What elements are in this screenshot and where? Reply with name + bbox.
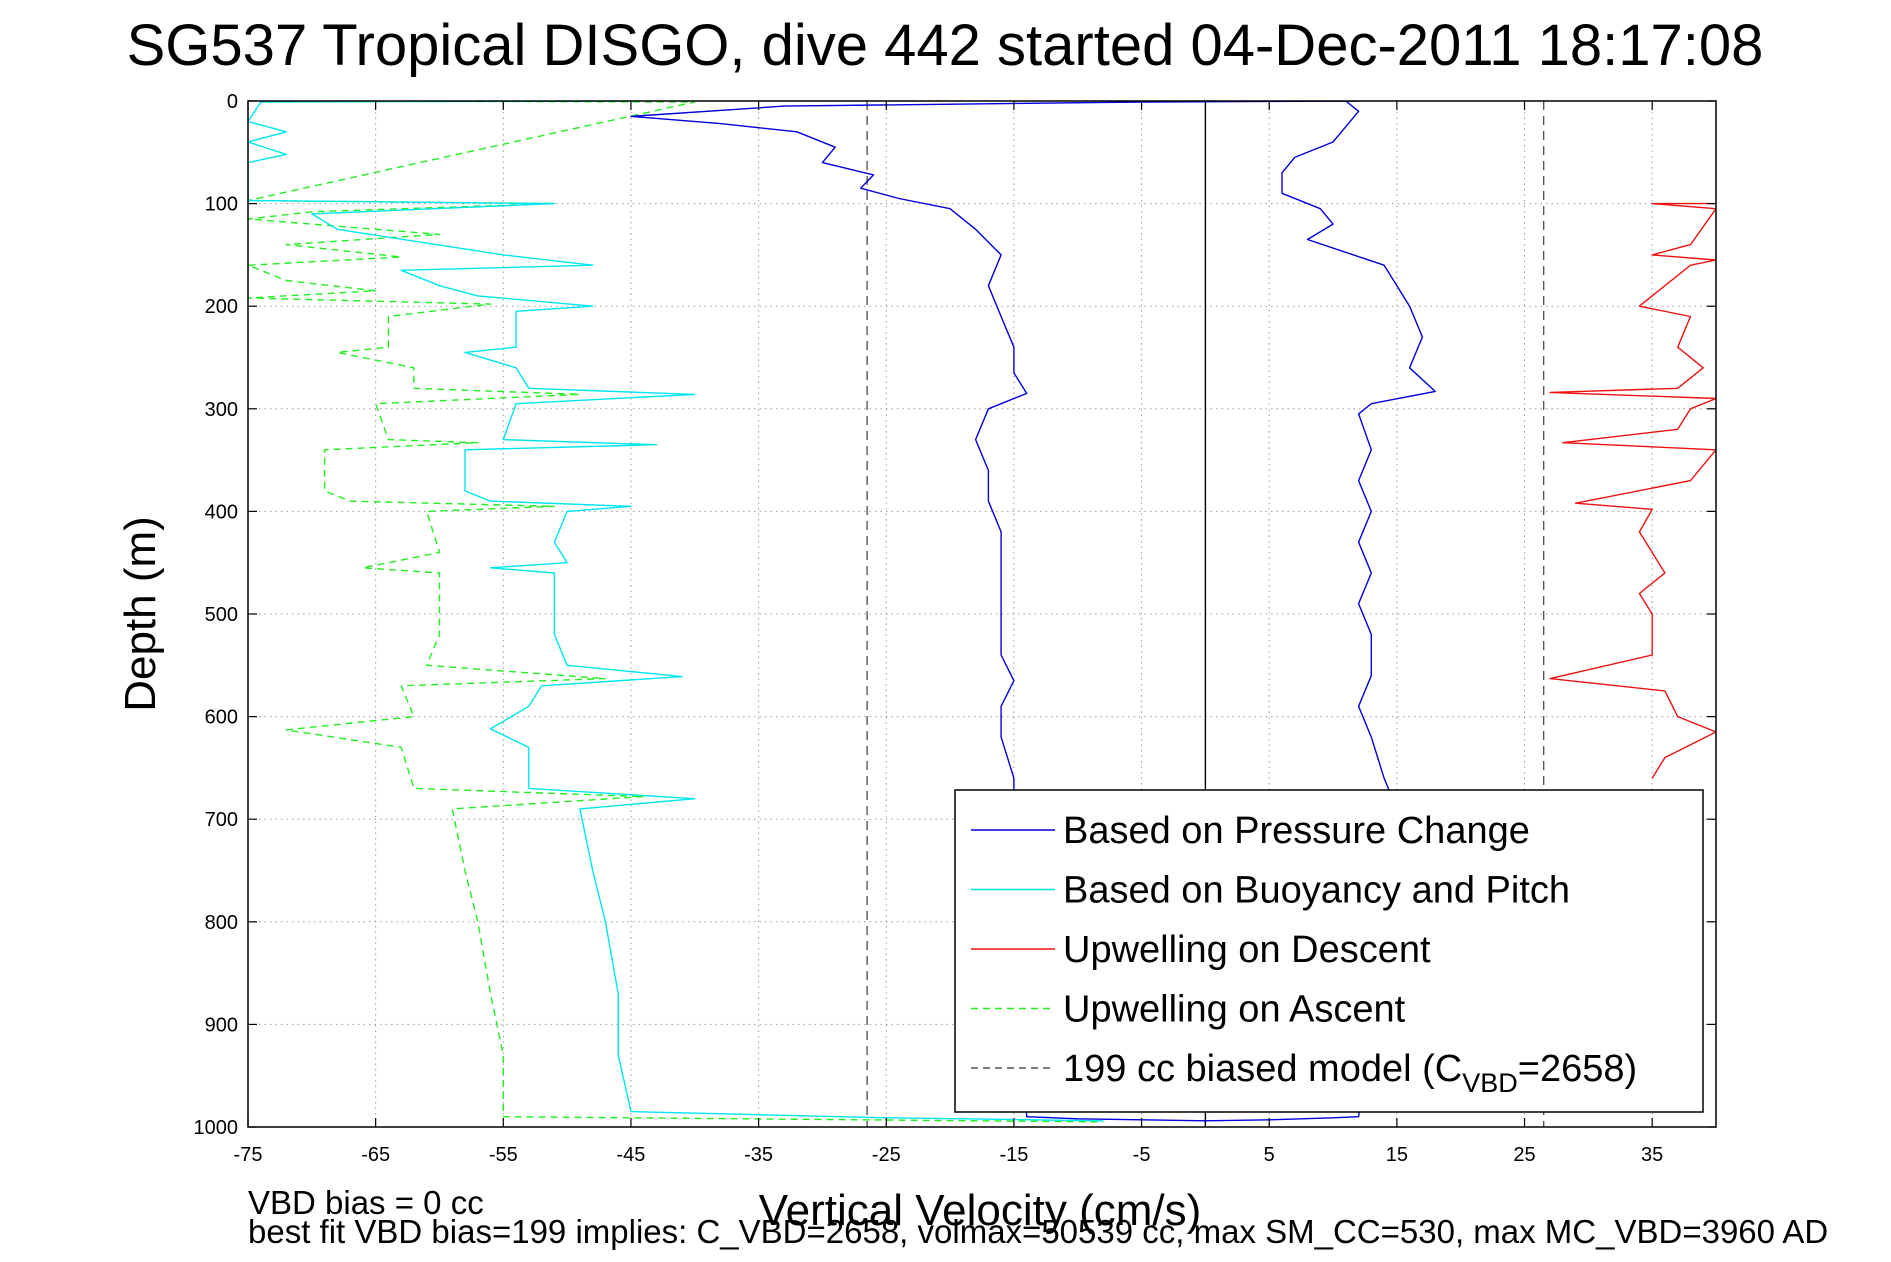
y-tick-label: 1000 bbox=[194, 1117, 239, 1139]
series-line-upwelling-on-ascent bbox=[248, 101, 1104, 1123]
y-tick-label: 600 bbox=[205, 707, 238, 729]
legend-entry-label: Based on Pressure Change bbox=[1063, 810, 1530, 852]
y-tick-label: 700 bbox=[205, 809, 238, 831]
x-ticks: -75 -65 -55 -45 -35 -25 -15 -5 5 15 25 35 bbox=[234, 101, 1663, 1166]
x-tick-label: -35 bbox=[744, 1144, 773, 1166]
footer-note-line1: VBD bias = 0 cc bbox=[248, 1184, 484, 1221]
y-tick-label: 100 bbox=[205, 194, 238, 216]
series-line-upwelling-on-descent bbox=[1549, 202, 1716, 779]
legend-entry-label: Upwelling on Ascent bbox=[1063, 989, 1406, 1031]
x-tick-label: -25 bbox=[872, 1144, 901, 1166]
legend-entry-label: Based on Buoyancy and Pitch bbox=[1063, 870, 1570, 912]
x-tick-label: 15 bbox=[1386, 1144, 1408, 1166]
x-tick-label: -15 bbox=[999, 1144, 1028, 1166]
x-tick-label: -75 bbox=[234, 1144, 263, 1166]
y-tick-label: 500 bbox=[205, 604, 238, 626]
y-tick-label: 300 bbox=[205, 399, 238, 421]
chart-title: SG537 Tropical DISGO, dive 442 started 0… bbox=[127, 13, 1764, 78]
x-tick-label: -55 bbox=[489, 1144, 518, 1166]
x-tick-label: 35 bbox=[1641, 1144, 1663, 1166]
y-tick-label: 800 bbox=[205, 912, 238, 934]
y-tick-label: 0 bbox=[227, 91, 238, 113]
y-ticks: 0 100 200 300 400 500 600 700 800 900 1000 bbox=[194, 91, 1716, 1139]
legend: Based on Pressure Change Based on Buoyanc… bbox=[954, 789, 1704, 1113]
y-tick-label: 200 bbox=[205, 296, 238, 318]
x-axis-label: Vertical Velocity (cm/s) bbox=[759, 1186, 1202, 1235]
footer-note-line2: best fit VBD bias=199 implies: C_VBD=265… bbox=[248, 1213, 1828, 1250]
x-tick-label: -5 bbox=[1133, 1144, 1151, 1166]
series-line-based-on-buoyancy-and-pitch bbox=[248, 101, 1104, 1122]
y-tick-label: 400 bbox=[205, 501, 238, 523]
x-tick-label: -45 bbox=[617, 1144, 646, 1166]
legend-entry-label: Upwelling on Descent bbox=[1063, 929, 1431, 971]
legend-entry-label: 199 cc biased model (CVBD=2658) bbox=[1063, 1048, 1637, 1098]
y-axis-label: Depth (m) bbox=[116, 516, 165, 712]
x-tick-label: 25 bbox=[1513, 1144, 1535, 1166]
y-tick-label: 900 bbox=[205, 1014, 238, 1036]
x-tick-label: 5 bbox=[1264, 1144, 1275, 1166]
x-tick-label: -65 bbox=[361, 1144, 390, 1166]
legend-box bbox=[954, 789, 1704, 1113]
